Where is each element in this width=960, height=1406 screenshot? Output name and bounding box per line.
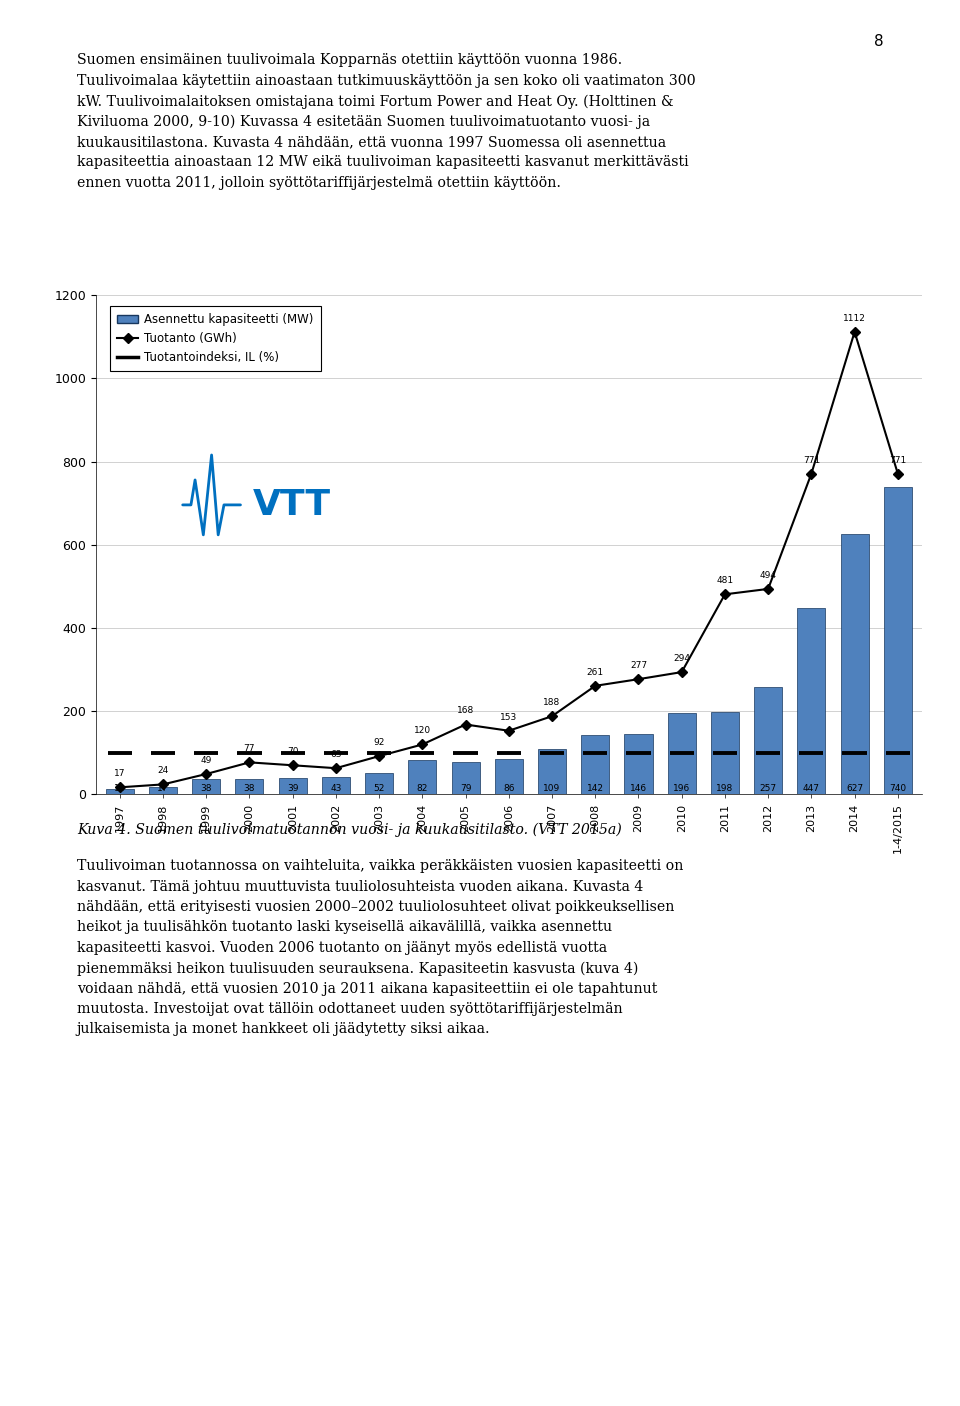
Bar bbox=[494, 759, 523, 794]
Text: VTT: VTT bbox=[252, 488, 331, 522]
Bar bbox=[710, 711, 739, 794]
Text: 8: 8 bbox=[874, 34, 883, 49]
Text: 771: 771 bbox=[803, 456, 820, 464]
Bar bbox=[192, 779, 220, 794]
Bar bbox=[365, 773, 394, 794]
Text: kW. Tuulivoimalaitoksen omistajana toimi Fortum Power and Heat Oy. (Holttinen &: kW. Tuulivoimalaitoksen omistajana toimi… bbox=[77, 94, 673, 108]
Text: 481: 481 bbox=[716, 576, 733, 585]
Text: 38: 38 bbox=[201, 785, 212, 793]
Text: muutosta. Investoijat ovat tällöin odottaneet uuden syöttötariffijärjestelmän: muutosta. Investoijat ovat tällöin odott… bbox=[77, 1002, 622, 1017]
Text: kapasiteettia ainoastaan 12 MW eikä tuulivoiman kapasiteetti kasvanut merkittävä: kapasiteettia ainoastaan 12 MW eikä tuul… bbox=[77, 156, 688, 169]
Text: 43: 43 bbox=[330, 785, 342, 793]
Text: 70: 70 bbox=[287, 747, 299, 756]
Text: 142: 142 bbox=[587, 785, 604, 793]
Text: 17: 17 bbox=[114, 769, 126, 778]
Text: 52: 52 bbox=[373, 785, 385, 793]
Text: 82: 82 bbox=[417, 785, 428, 793]
Bar bbox=[581, 735, 610, 794]
Bar bbox=[149, 787, 177, 794]
Text: 120: 120 bbox=[414, 727, 431, 735]
Bar bbox=[451, 762, 480, 794]
Text: 39: 39 bbox=[287, 785, 299, 793]
Text: 1112: 1112 bbox=[843, 314, 866, 323]
Text: 771: 771 bbox=[889, 456, 906, 464]
Text: 196: 196 bbox=[673, 785, 690, 793]
Text: 17: 17 bbox=[157, 785, 169, 793]
Text: ennen vuotta 2011, jolloin syöttötariffijärjestelmä otettiin käyttöön.: ennen vuotta 2011, jolloin syöttötariffi… bbox=[77, 176, 561, 190]
Text: 447: 447 bbox=[803, 785, 820, 793]
Bar bbox=[278, 778, 307, 794]
Text: 277: 277 bbox=[630, 661, 647, 671]
Text: julkaisemista ja monet hankkeet oli jäädytetty siksi aikaa.: julkaisemista ja monet hankkeet oli jääd… bbox=[77, 1022, 491, 1036]
Text: Kiviluoma 2000, 9-10) Kuvassa 4 esitetään Suomen tuulivoimatuotanto vuosi- ja: Kiviluoma 2000, 9-10) Kuvassa 4 esitetää… bbox=[77, 114, 650, 129]
Text: 86: 86 bbox=[503, 785, 515, 793]
Text: 79: 79 bbox=[460, 785, 471, 793]
Text: Kuva 4. Suomen tuulivoimatuotannon vuosi- ja kuukausitilasto. (VTT 2015a): Kuva 4. Suomen tuulivoimatuotannon vuosi… bbox=[77, 823, 621, 837]
Text: kapasiteetti kasvoi. Vuoden 2006 tuotanto on jäänyt myös edellistä vuotta: kapasiteetti kasvoi. Vuoden 2006 tuotant… bbox=[77, 941, 607, 955]
Bar bbox=[884, 486, 912, 794]
Text: 740: 740 bbox=[889, 785, 906, 793]
Bar bbox=[841, 534, 869, 794]
Bar bbox=[106, 789, 133, 794]
Text: 494: 494 bbox=[759, 571, 777, 579]
Text: 38: 38 bbox=[244, 785, 255, 793]
Text: 109: 109 bbox=[543, 785, 561, 793]
Text: 12: 12 bbox=[114, 785, 126, 793]
Text: voidaan nähdä, että vuosien 2010 ja 2011 aikana kapasiteettiin ei ole tapahtunut: voidaan nähdä, että vuosien 2010 ja 2011… bbox=[77, 981, 658, 995]
Text: 146: 146 bbox=[630, 785, 647, 793]
Text: Tuulivoiman tuotannossa on vaihteluita, vaikka peräkkäisten vuosien kapasiteetti: Tuulivoiman tuotannossa on vaihteluita, … bbox=[77, 859, 684, 873]
Text: kuukausitilastona. Kuvasta 4 nähdään, että vuonna 1997 Suomessa oli asennettua: kuukausitilastona. Kuvasta 4 nähdään, et… bbox=[77, 135, 666, 149]
Bar bbox=[755, 688, 782, 794]
Text: 188: 188 bbox=[543, 697, 561, 707]
Text: pienemmäksi heikon tuulisuuden seurauksena. Kapasiteetin kasvusta (kuva 4): pienemmäksi heikon tuulisuuden seuraukse… bbox=[77, 962, 638, 976]
Text: Tuulivoimalaa käytettiin ainoastaan tutkimuuskäyttöön ja sen koko oli vaatimaton: Tuulivoimalaa käytettiin ainoastaan tutk… bbox=[77, 73, 696, 87]
Text: 294: 294 bbox=[673, 654, 690, 664]
Text: 24: 24 bbox=[157, 766, 169, 775]
Text: kasvanut. Tämä johtuu muuttuvista tuuliolosuhteista vuoden aikana. Kuvasta 4: kasvanut. Tämä johtuu muuttuvista tuulio… bbox=[77, 880, 643, 894]
Bar bbox=[667, 713, 696, 794]
Text: Suomen ensimäinen tuulivoimala Kopparnäs otettiin käyttöön vuonna 1986.: Suomen ensimäinen tuulivoimala Kopparnäs… bbox=[77, 53, 622, 67]
Text: 198: 198 bbox=[716, 785, 733, 793]
Text: 627: 627 bbox=[846, 785, 863, 793]
Text: 261: 261 bbox=[587, 668, 604, 676]
Text: 257: 257 bbox=[759, 785, 777, 793]
Bar bbox=[538, 749, 566, 794]
Text: 49: 49 bbox=[201, 756, 212, 765]
Bar bbox=[408, 761, 437, 794]
Text: 77: 77 bbox=[244, 744, 255, 754]
Text: 153: 153 bbox=[500, 713, 517, 721]
Text: 63: 63 bbox=[330, 749, 342, 759]
Text: heikot ja tuulisähkön tuotanto laski kyseisellä aikavälillä, vaikka asennettu: heikot ja tuulisähkön tuotanto laski kys… bbox=[77, 921, 612, 935]
Text: 168: 168 bbox=[457, 706, 474, 716]
Bar bbox=[624, 734, 653, 794]
Bar bbox=[798, 609, 826, 794]
Legend: Asennettu kapasiteetti (MW), Tuotanto (GWh), Tuotantoindeksi, IL (%): Asennettu kapasiteetti (MW), Tuotanto (G… bbox=[110, 307, 321, 371]
Bar bbox=[322, 776, 350, 794]
Text: nähdään, että erityisesti vuosien 2000–2002 tuuliolosuhteet olivat poikkeukselli: nähdään, että erityisesti vuosien 2000–2… bbox=[77, 900, 674, 914]
Text: 92: 92 bbox=[373, 738, 385, 747]
Bar bbox=[235, 779, 263, 794]
